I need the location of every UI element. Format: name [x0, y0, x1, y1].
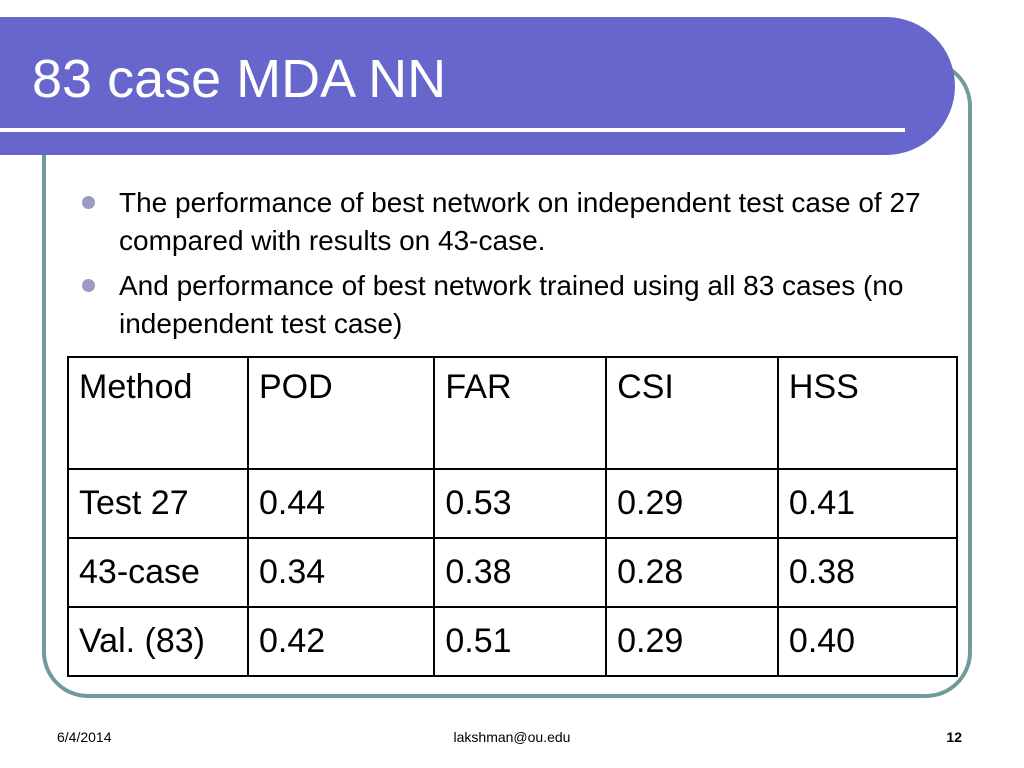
- table-header-row: Method POD FAR CSI HSS: [67, 356, 959, 470]
- bullet-dot-icon: [82, 196, 95, 209]
- table-cell: 0.28: [605, 537, 779, 608]
- table-cell: 0.42: [246, 606, 436, 677]
- slide-title: 83 case MDA NN: [32, 49, 447, 109]
- table-header-cell: HSS: [776, 356, 959, 470]
- bullet-text: The performance of best network on indep…: [119, 187, 921, 256]
- table-cell: Test 27: [67, 468, 249, 539]
- table-header-cell: POD: [246, 356, 436, 470]
- table-cell: 0.40: [776, 606, 959, 677]
- table-cell: Val. (83): [67, 606, 249, 677]
- bullet-list: The performance of best network on indep…: [80, 184, 950, 350]
- title-underline: [0, 128, 905, 132]
- table-cell: 0.29: [605, 468, 779, 539]
- footer-date: 6/4/2014: [57, 729, 112, 745]
- bullet-dot-icon: [82, 279, 95, 292]
- table-header-cell: CSI: [605, 356, 779, 470]
- table-cell: 0.38: [433, 537, 608, 608]
- table-cell: 0.41: [776, 468, 959, 539]
- table-row: Val. (83) 0.42 0.51 0.29 0.40: [67, 606, 959, 677]
- table-row: Test 27 0.44 0.53 0.29 0.41: [67, 468, 959, 539]
- page-number: 12: [946, 729, 962, 745]
- table-cell: 0.53: [433, 468, 608, 539]
- title-bar: [0, 17, 955, 155]
- table-cell: 43-case: [67, 537, 249, 608]
- table-cell: 0.51: [433, 606, 608, 677]
- table-cell: 0.38: [776, 537, 959, 608]
- bullet-text: And performance of best network trained …: [119, 270, 904, 339]
- table-cell: 0.34: [246, 537, 436, 608]
- table-row: 43-case 0.34 0.38 0.28 0.38: [67, 537, 959, 608]
- table-cell: 0.29: [605, 606, 779, 677]
- results-table: Method POD FAR CSI HSS Test 27 0.44 0.53…: [67, 356, 959, 677]
- table-cell: 0.44: [246, 468, 436, 539]
- bullet-item: The performance of best network on indep…: [80, 184, 950, 260]
- bullet-item: And performance of best network trained …: [80, 267, 950, 343]
- footer-author: lakshman@ou.edu: [453, 729, 571, 745]
- table-header-cell: Method: [67, 356, 249, 470]
- table-header-cell: FAR: [433, 356, 608, 470]
